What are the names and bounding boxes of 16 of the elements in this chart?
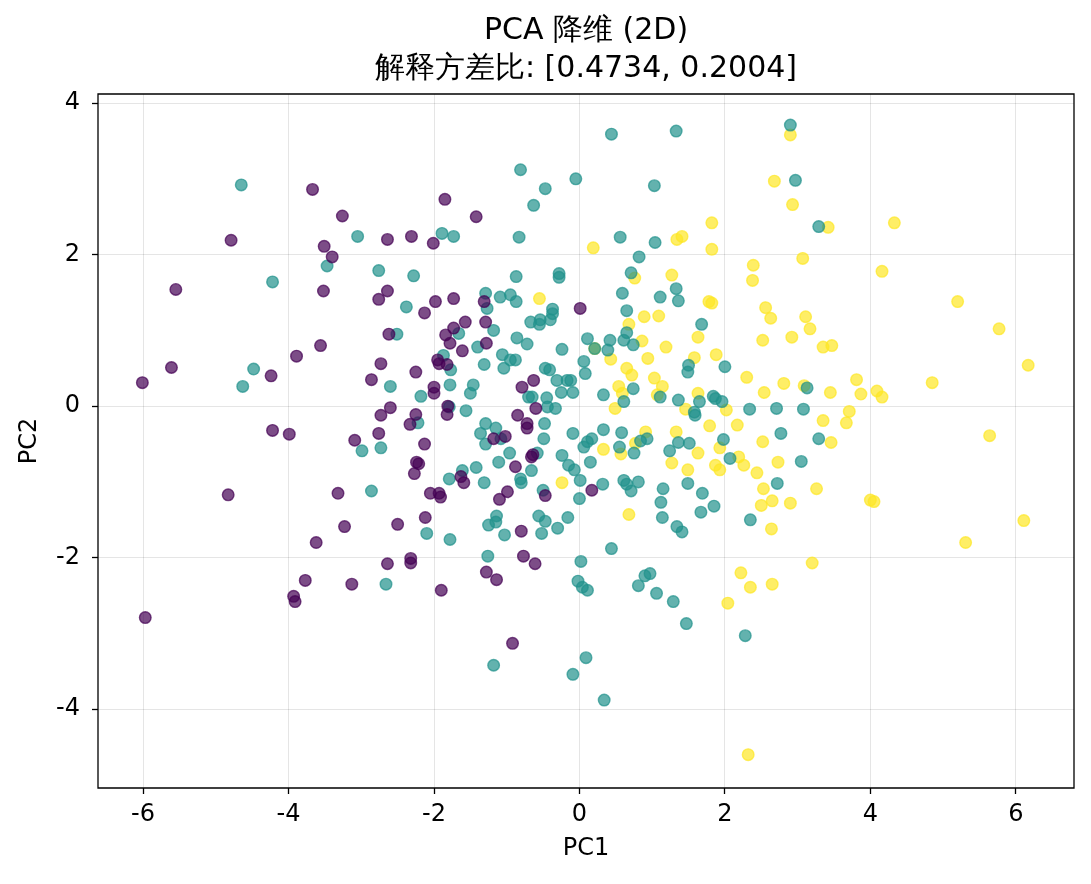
x-tick-label: 4 [862,798,878,827]
x-tick-label: -4 [276,798,301,827]
y-tick-label: -2 [56,541,80,570]
y-axis-title: PC2 [13,417,42,465]
x-tick-label: -6 [131,798,156,827]
x-tick-label: 2 [717,798,733,827]
x-tick-label: -2 [422,798,446,827]
x-tick-label: 0 [571,798,588,827]
chart-title: PCA 降维 (2D) [483,11,689,47]
y-tick-label: -4 [56,693,80,722]
x-axis-title: PC1 [562,832,610,861]
y-tick-label: 4 [64,87,80,116]
x-tick-label: 6 [1008,798,1024,827]
y-tick-label: 0 [64,390,80,419]
chart-subtitle: 解释方差比: [0.4734, 0.2004] [374,48,798,84]
y-tick-label: 2 [64,238,80,267]
